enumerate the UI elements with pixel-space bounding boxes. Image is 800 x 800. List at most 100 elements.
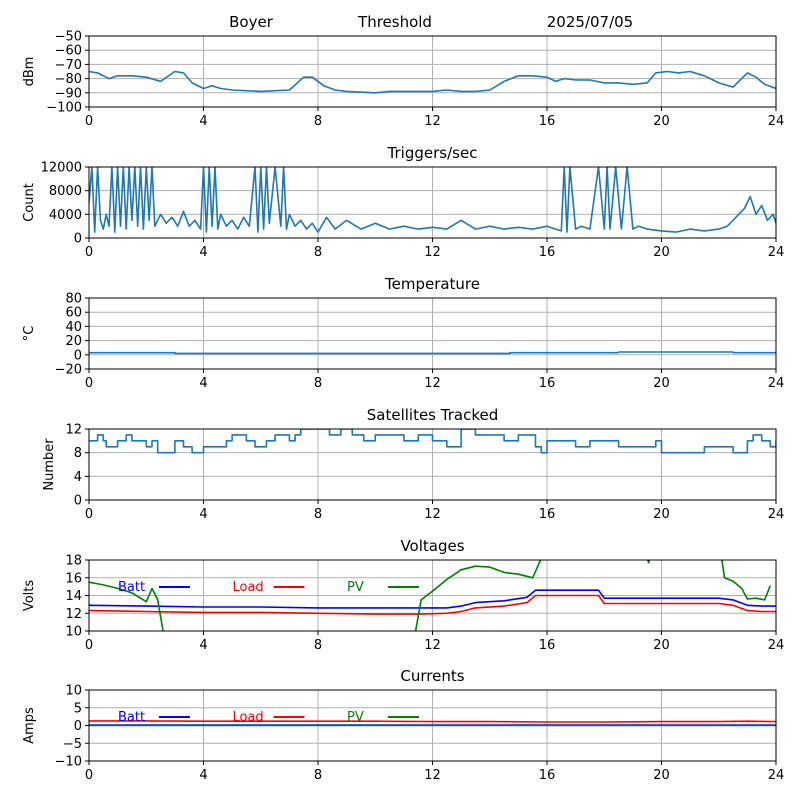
chart-triggers: 0 4 8 12 16 20 24 0 4000 8000 12000 Triggers/sec Cou… bbox=[22, 144, 784, 260]
legend-label-batt: Batt bbox=[118, 580, 145, 595]
plot-area bbox=[89, 70, 776, 94]
plot-area bbox=[89, 560, 776, 631]
x-tick-label: 24 bbox=[768, 114, 785, 129]
chart-title: Satellites Tracked bbox=[367, 406, 498, 424]
x-tick-label: 0 bbox=[85, 245, 93, 260]
x-tick-label: 24 bbox=[768, 768, 785, 783]
y-tick-label: −90 bbox=[55, 86, 82, 101]
y-axis-label: Amps bbox=[22, 707, 37, 744]
y-tick-label: −5 bbox=[63, 737, 82, 752]
y-tick-label: 10 bbox=[65, 625, 82, 640]
x-tick-label: 24 bbox=[768, 507, 785, 522]
chart-title: Temperature bbox=[384, 275, 480, 293]
x-tick-label: 16 bbox=[539, 376, 556, 391]
y-tick-label: 0 bbox=[74, 719, 82, 734]
x-tick-label: 20 bbox=[653, 507, 670, 522]
y-tick-label: 0 bbox=[74, 494, 82, 509]
y-tick-label: 16 bbox=[65, 571, 82, 586]
x-tick-label: 16 bbox=[539, 638, 556, 653]
x-tick-label: 0 bbox=[85, 376, 93, 391]
y-tick-label: 0 bbox=[74, 232, 82, 247]
x-tick-label: 24 bbox=[768, 376, 785, 391]
x-tick-label: 4 bbox=[199, 376, 207, 391]
x-tick-label: 20 bbox=[653, 376, 670, 391]
y-tick-label: −80 bbox=[55, 72, 82, 87]
x-tick-label: 4 bbox=[199, 638, 207, 653]
y-tick-label: 8000 bbox=[49, 184, 82, 199]
y-tick-label: 4000 bbox=[49, 208, 82, 223]
x-tick-label: 20 bbox=[653, 114, 670, 129]
y-tick-label: −20 bbox=[55, 363, 82, 378]
chart-signal: 0 4 8 12 16 20 24 −100−90−80−70−60−50 dBm bbox=[22, 30, 784, 130]
chart-currents: 0 4 8 12 16 20 24 −10 −5 0 5 10 Currents Amps Batt Load… bbox=[22, 667, 784, 783]
x-tick-label: 12 bbox=[424, 245, 441, 260]
legend-label-batt: Batt bbox=[118, 710, 145, 725]
legend-label-load: Load bbox=[233, 710, 264, 725]
x-tick-label: 16 bbox=[539, 768, 556, 783]
series-line bbox=[89, 351, 776, 355]
y-tick-label: 20 bbox=[65, 334, 82, 349]
y-axis-label: °C bbox=[22, 326, 37, 342]
chart-satellites: 0 4 8 12 16 20 24 0 4 8 12 Satellites Tracked Number bbox=[42, 406, 784, 522]
chart-title: Triggers/sec bbox=[387, 144, 478, 162]
header-station: Boyer bbox=[229, 13, 274, 31]
x-tick-label: 8 bbox=[314, 114, 322, 129]
y-tick-label: 0 bbox=[74, 348, 82, 363]
y-tick-label: 12 bbox=[65, 423, 82, 438]
x-tick-label: 12 bbox=[424, 114, 441, 129]
x-tick-label: 8 bbox=[314, 245, 322, 260]
plot-area bbox=[89, 167, 776, 233]
header-date: 2025/07/05 bbox=[547, 13, 633, 31]
series-line-pv bbox=[89, 560, 772, 631]
legend-label-pv: PV bbox=[347, 710, 364, 725]
x-tick-label: 0 bbox=[85, 507, 93, 522]
series-line bbox=[89, 167, 776, 233]
plot-area bbox=[89, 351, 776, 355]
series-line-load bbox=[89, 720, 776, 723]
y-tick-label: 8 bbox=[74, 446, 82, 461]
y-tick-label: −50 bbox=[55, 30, 82, 45]
y-tick-label: 4 bbox=[74, 470, 82, 485]
y-tick-label: 14 bbox=[65, 589, 82, 604]
y-tick-label: 18 bbox=[65, 554, 82, 569]
plot-area bbox=[89, 429, 776, 454]
y-tick-label: 60 bbox=[65, 306, 82, 321]
x-tick-label: 4 bbox=[199, 114, 207, 129]
y-tick-label: −70 bbox=[55, 58, 82, 73]
x-tick-label: 4 bbox=[199, 245, 207, 260]
x-tick-label: 16 bbox=[539, 507, 556, 522]
x-tick-label: 0 bbox=[85, 638, 93, 653]
x-tick-label: 12 bbox=[424, 376, 441, 391]
y-axis-label: Volts bbox=[22, 580, 37, 612]
y-axis-label: Number bbox=[42, 438, 57, 491]
x-tick-label: 16 bbox=[539, 114, 556, 129]
y-axis-label: Count bbox=[22, 183, 37, 222]
legend-label-load: Load bbox=[233, 580, 264, 595]
y-tick-label: 5 bbox=[74, 701, 82, 716]
series-line bbox=[89, 429, 776, 454]
y-tick-label: 12000 bbox=[41, 161, 82, 176]
plot-area bbox=[89, 720, 776, 727]
legend-label-pv: PV bbox=[347, 580, 364, 595]
x-tick-label: 0 bbox=[85, 768, 93, 783]
y-tick-label: 12 bbox=[65, 607, 82, 622]
x-tick-label: 8 bbox=[314, 507, 322, 522]
x-tick-label: 8 bbox=[314, 768, 322, 783]
x-tick-label: 12 bbox=[424, 768, 441, 783]
x-tick-label: 20 bbox=[653, 638, 670, 653]
header-mode: Threshold bbox=[357, 13, 432, 31]
x-tick-label: 16 bbox=[539, 245, 556, 260]
x-tick-label: 24 bbox=[768, 638, 785, 653]
y-tick-label: −10 bbox=[55, 755, 82, 770]
x-tick-label: 20 bbox=[653, 768, 670, 783]
x-tick-label: 12 bbox=[424, 507, 441, 522]
y-tick-label: 10 bbox=[65, 684, 82, 699]
x-tick-label: 4 bbox=[199, 768, 207, 783]
y-tick-label: 80 bbox=[65, 292, 82, 307]
x-tick-label: 24 bbox=[768, 245, 785, 260]
x-tick-label: 8 bbox=[314, 376, 322, 391]
y-tick-label: 40 bbox=[65, 320, 82, 335]
chart-title: Voltages bbox=[400, 537, 464, 555]
